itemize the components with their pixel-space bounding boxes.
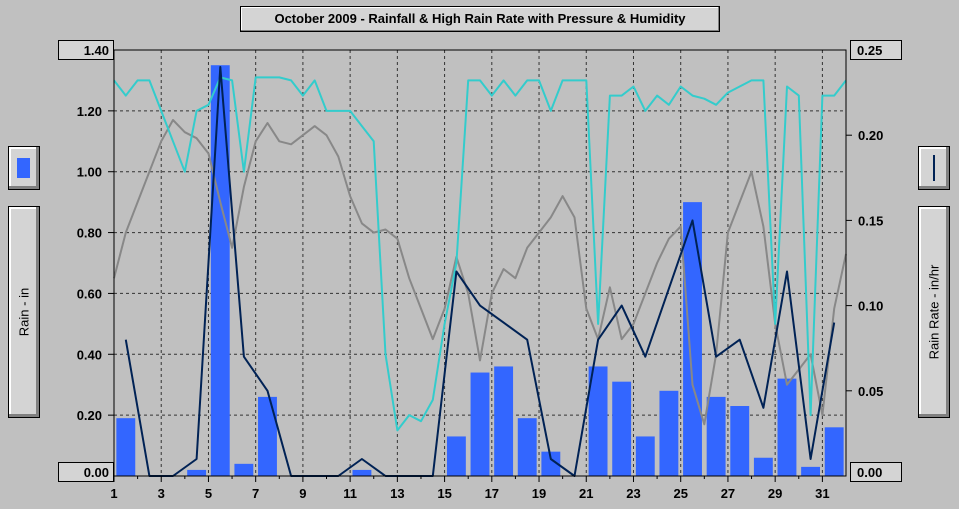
y-tick-label: 1.20	[77, 104, 102, 119]
x-tick-label: 15	[437, 486, 451, 501]
rainfall-bar	[541, 451, 561, 476]
x-tick-label: 29	[768, 486, 782, 501]
y2-axis-min-label: 0.00	[850, 462, 902, 482]
rainfall-legend-swatch-icon	[17, 158, 30, 178]
rainfall-bar	[352, 469, 372, 476]
rainfall-bar	[446, 436, 466, 476]
y2-tick-label: 0.10	[858, 299, 883, 314]
legend-rainfall	[8, 146, 40, 190]
rainfall-bar	[801, 466, 821, 476]
trace-lines	[113, 66, 847, 477]
rain-rate-legend-line-icon	[933, 155, 935, 181]
rainfall-bar	[187, 469, 207, 476]
y-axis-ticks: 0.20 0.40 0.60 0.80 1.00 1.20 0.05 0.10 0.15 0.20	[77, 104, 884, 423]
y-tick-label: 0.20	[77, 408, 102, 423]
rain-rate-line	[124, 66, 836, 477]
x-tick-label: 13	[390, 486, 404, 501]
x-tick-label: 31	[815, 486, 829, 501]
y2-axis-max-label: 0.25	[850, 40, 902, 60]
x-tick-label: 23	[626, 486, 640, 501]
x-tick-label: 1	[110, 486, 117, 501]
rainfall-bar	[470, 372, 490, 476]
y-tick-label: 1.00	[77, 165, 102, 180]
rainfall-bar	[635, 436, 655, 476]
x-tick-label: 3	[158, 486, 165, 501]
y-tick-label: 0.60	[77, 286, 102, 301]
y2-tick-label: 0.20	[858, 128, 883, 143]
rainfall-bar	[588, 366, 608, 476]
x-tick-label: 27	[721, 486, 735, 501]
x-tick-label: 19	[532, 486, 546, 501]
left-axis-panel: Rain - in	[8, 206, 40, 418]
right-axis-panel: Rain Rate - in/hr	[918, 206, 950, 418]
plot-border	[113, 49, 847, 477]
x-tick-label: 5	[205, 486, 212, 501]
legend-rain-rate	[918, 146, 950, 190]
rainfall-bar	[210, 65, 230, 476]
rainfall-bar	[659, 390, 679, 476]
x-tick-label: 9	[299, 486, 306, 501]
rainfall-bars	[116, 65, 844, 476]
x-tick-label: 25	[673, 486, 687, 501]
y-tick-label: 0.80	[77, 226, 102, 241]
rainfall-bar	[824, 427, 844, 476]
pressure-line	[113, 119, 847, 426]
rainfall-bar	[116, 418, 136, 476]
humidity-line	[113, 76, 847, 432]
x-tick-label: 11	[343, 486, 357, 501]
x-tick-label: 17	[485, 486, 499, 501]
rainfall-bar	[777, 378, 797, 476]
x-tick-label: 7	[252, 486, 259, 501]
x-tick-label: 21	[579, 486, 593, 501]
chart-title: October 2009 - Rainfall & High Rain Rate…	[240, 6, 720, 32]
y-tick-label: 0.40	[77, 347, 102, 362]
rainfall-bar	[494, 366, 514, 476]
rainfall-bar	[234, 463, 254, 476]
y-axis-max-label: 1.40	[58, 40, 114, 60]
rainfall-bar	[258, 396, 277, 476]
y-axis-min-label: 0.00	[58, 462, 114, 482]
x-axis-ticks: 1 3 5 7 9 11 13 15 17 19 21 23 25 27 29 31	[110, 476, 830, 501]
rainfall-bar	[730, 406, 750, 476]
rainfall-bar	[706, 396, 726, 476]
rainfall-bar	[683, 202, 702, 476]
rainfall-bar	[753, 457, 773, 476]
y2-tick-label: 0.05	[858, 384, 883, 399]
y2-tick-label: 0.15	[858, 213, 883, 228]
rainfall-bar	[612, 381, 632, 476]
rainfall-bar	[517, 418, 537, 476]
